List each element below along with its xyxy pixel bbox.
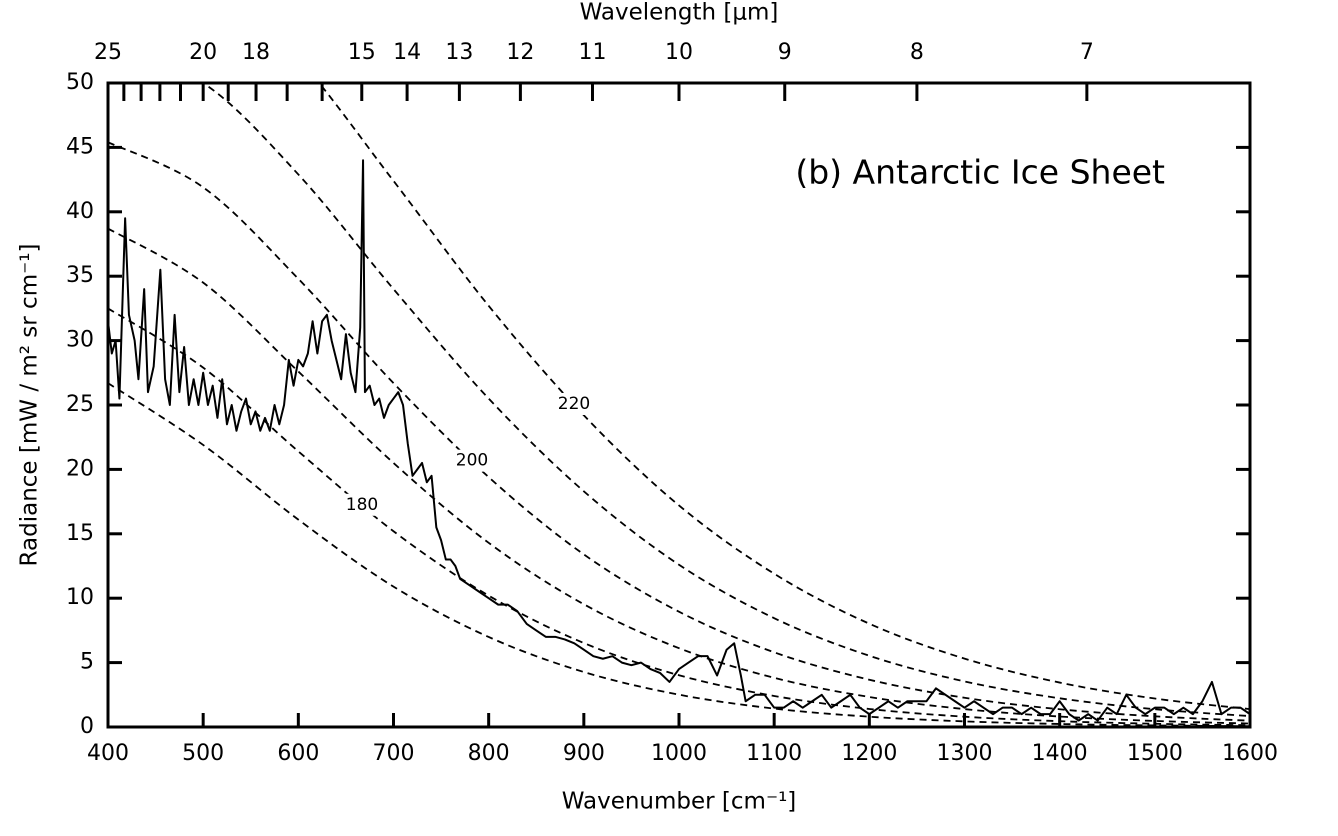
y-tick-label: 15 <box>66 521 94 546</box>
x2-tick-label: 9 <box>778 40 792 65</box>
plot-area <box>108 83 1250 727</box>
y-tick-label: 35 <box>66 263 94 288</box>
y-tick-label: 50 <box>66 70 94 95</box>
curve-label: 200 <box>456 451 488 471</box>
x-tick-label: 1000 <box>651 741 707 766</box>
reference-curve <box>108 227 1250 725</box>
y-tick-label: 45 <box>66 134 94 159</box>
curve-label-bg <box>452 449 492 472</box>
x2-tick-label: 18 <box>242 40 270 65</box>
reference-curve <box>108 382 1250 727</box>
reference-curve <box>201 83 1250 718</box>
x2-tick-label: 15 <box>348 40 376 65</box>
y-axis-label: Radiance [mW / m² sr cm⁻¹] <box>17 244 43 567</box>
x2-tick-label: 13 <box>445 40 473 65</box>
x2-tick-label: 12 <box>506 40 534 65</box>
x-tick-label: 900 <box>563 741 605 766</box>
x2-tick-label: 25 <box>94 40 122 65</box>
y-tick-label: 10 <box>66 585 94 610</box>
curve-label-bg <box>342 493 382 516</box>
y-tick-label: 20 <box>66 456 94 481</box>
x2-axis-label: Wavelength [μm] <box>580 0 779 26</box>
x-tick-label: 700 <box>373 741 415 766</box>
x2-tick-label: 20 <box>189 40 217 65</box>
x2-tick-label: 10 <box>665 40 693 65</box>
x-tick-label: 1200 <box>841 741 897 766</box>
annotation: (b) Antarctic Ice Sheet <box>795 153 1165 192</box>
spectrum-line <box>108 159 1250 722</box>
x-tick-label: 600 <box>277 741 319 766</box>
x-axis-label: Wavenumber [cm⁻¹] <box>562 789 797 815</box>
x2-tick-label: 11 <box>578 40 606 65</box>
y-tick-label: 25 <box>66 392 94 417</box>
x2-tick-label: 8 <box>910 40 924 65</box>
x-tick-label: 1500 <box>1127 741 1183 766</box>
x-tick-label: 1400 <box>1032 741 1088 766</box>
y-tick-label: 0 <box>80 714 94 739</box>
x-tick-label: 1300 <box>937 741 993 766</box>
x-tick-label: 400 <box>87 741 129 766</box>
y-tick-label: 40 <box>66 199 94 224</box>
x-tick-label: 1100 <box>746 741 802 766</box>
x-tick-label: 800 <box>468 741 510 766</box>
y-tick-label: 5 <box>80 650 94 675</box>
reference-curve <box>108 307 1250 727</box>
x2-tick-label: 7 <box>1080 40 1094 65</box>
x-tick-label: 500 <box>182 741 224 766</box>
x-tick-label: 1600 <box>1222 741 1278 766</box>
y-tick-label: 30 <box>66 328 94 353</box>
reference-curve <box>317 83 1250 710</box>
curve-label: 180 <box>346 495 378 515</box>
reference-curve <box>108 141 1250 722</box>
curve-label: 220 <box>558 394 590 414</box>
x2-tick-label: 14 <box>393 40 421 65</box>
curve-label-bg <box>554 392 594 415</box>
